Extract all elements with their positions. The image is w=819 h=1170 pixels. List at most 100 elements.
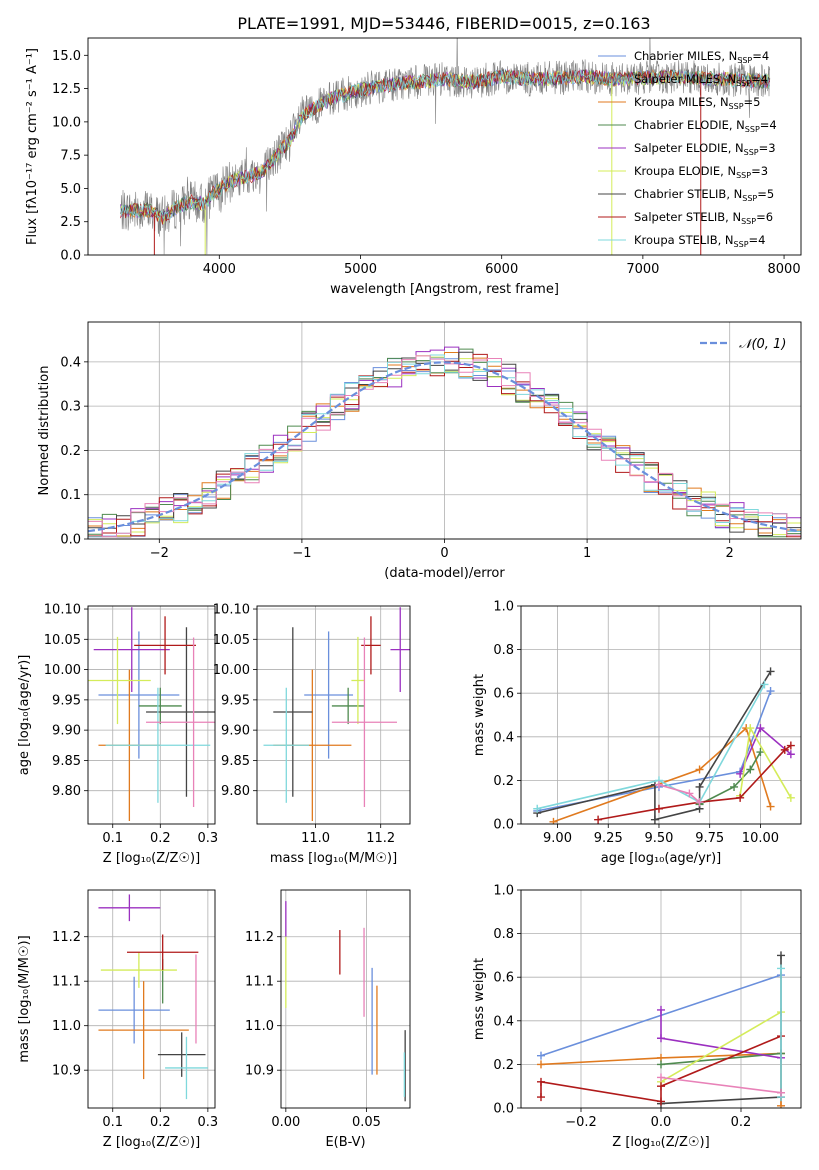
- legend-entry-rest: =4: [749, 233, 766, 247]
- plot-area: [120, 38, 771, 255]
- weight-marker: [736, 793, 745, 802]
- x-tick-label: 9.00: [543, 831, 572, 846]
- legend-subscript: SSP: [742, 194, 757, 203]
- x-axis-label: Z [log₁₀(Z/Z☉)]: [103, 1135, 200, 1150]
- weight-marker: [594, 815, 603, 824]
- y-tick-label: 7.5: [60, 149, 81, 164]
- y-tick-label: 0.1: [60, 488, 81, 503]
- y-tick-label: 9.95: [52, 693, 81, 708]
- errorbar-point: [98, 631, 180, 759]
- errorbar-point: [146, 637, 215, 808]
- x-axis-label: Z [log₁₀(Z/Z☉)]: [103, 851, 200, 866]
- x-tick-label: 0.00: [271, 1115, 300, 1130]
- legend-subscript: SSP: [744, 148, 759, 157]
- x-tick-label: 9.50: [644, 831, 673, 846]
- weight-marker: [766, 687, 775, 696]
- x-axis-label: (data-model)/error: [384, 566, 505, 581]
- y-tick-label: 9.80: [52, 784, 81, 799]
- residual-histogram-panel: −2 −1 0 1 2 0.0 0.1 0.2 0.3 0.4 (data-model)/error…: [37, 321, 802, 581]
- mass-vs-ebv-panel: 0.00 0.05 10.9 11.0 11.1 11.2 E(B-V): [245, 889, 411, 1150]
- weight-line: [537, 690, 772, 812]
- y-tick-label: 1.0: [493, 884, 514, 899]
- y-tick-label: 10.10: [213, 603, 250, 618]
- weight-marker: [537, 1077, 545, 1086]
- plot-area: [285, 901, 406, 1102]
- weight-line: [739, 725, 792, 799]
- errorbar-point: [138, 687, 182, 725]
- legend-entry: Salpeter STELIB, NSSP=6: [634, 210, 773, 226]
- y-tick-label: 10.00: [213, 663, 250, 678]
- y-tick-label: 5.0: [60, 182, 81, 197]
- weight-marker: [657, 1034, 665, 1043]
- weight-line: [660, 1011, 782, 1083]
- errorbar-point: [98, 894, 161, 922]
- y-tick-label: 1.0: [493, 600, 514, 615]
- legend-subscript: SSP: [729, 102, 744, 111]
- legend-entry-rest: =4: [760, 118, 777, 132]
- plot-area: [537, 951, 785, 1108]
- weight-marker: [746, 765, 755, 774]
- y-tick-label: 2.5: [60, 215, 81, 230]
- y-tick-label: 0.4: [493, 1014, 514, 1029]
- y-tick-label: 0.6: [493, 971, 514, 986]
- x-tick-label: 7000: [626, 262, 659, 277]
- y-tick-label: 15.0: [52, 49, 81, 64]
- y-tick-label: 0.2: [493, 1058, 514, 1073]
- y-tick-label: 0.0: [60, 249, 81, 264]
- weight-marker: [766, 667, 775, 676]
- legend-entry: Kroupa STELIB, NSSP=4: [634, 233, 765, 249]
- weight-marker: [766, 802, 775, 811]
- legend-entry: 𝒩(0, 1): [739, 337, 786, 352]
- errorbar-point: [165, 1036, 208, 1100]
- y-tick-label: 9.90: [52, 724, 81, 739]
- axes-frame: [520, 605, 802, 825]
- errorbar-point: [105, 687, 211, 803]
- legend-subscript: SSP: [741, 217, 756, 226]
- y-axis-label: mass [log₁₀(M/M☉)]: [17, 935, 32, 1062]
- weight-marker: [657, 1097, 665, 1106]
- weight-marker: [756, 724, 765, 733]
- axes-frame: [280, 889, 411, 1109]
- y-tick-label: 11.1: [245, 975, 274, 990]
- y-tick-label: 12.5: [52, 82, 81, 97]
- x-tick-label: 0.3: [198, 1115, 219, 1130]
- x-axis-label: Z [log₁₀(Z/Z☉)]: [612, 1135, 709, 1150]
- y-tick-label: 0.2: [60, 444, 81, 459]
- errorbar-point: [351, 636, 365, 725]
- y-tick-label: 11.2: [245, 930, 274, 945]
- weight-marker: [730, 782, 739, 791]
- plot-area: [88, 346, 801, 538]
- legend-subscript: SSP: [737, 56, 752, 65]
- weight-line: [537, 684, 766, 810]
- y-tick-label: 9.85: [52, 754, 81, 769]
- legend-entry-rest: =5: [744, 95, 761, 109]
- y-tick-label: 10.0: [52, 115, 81, 130]
- weight-line: [660, 955, 782, 1105]
- x-tick-label: 11.0: [301, 831, 330, 846]
- y-tick-label: 0.8: [493, 927, 514, 942]
- x-tick-label: 11.2: [366, 831, 395, 846]
- weight-marker: [786, 750, 795, 759]
- x-tick-label: 5000: [344, 262, 377, 277]
- spectrum-legend: Chabrier MILES, NSSP=4 Salpeter MILES, NS…: [598, 49, 777, 249]
- errorbar-point: [134, 616, 196, 675]
- x-tick-label: 6000: [485, 262, 518, 277]
- plot-area: [88, 607, 215, 821]
- age-vs-mass-panel: 11.0 11.2 9.80 9.85 9.90 9.95 10.00 10.05 10.10 m…: [213, 603, 411, 866]
- errorbar-point: [127, 934, 199, 971]
- plot-area: [263, 607, 410, 821]
- y-tick-label: 10.00: [44, 663, 81, 678]
- y-tick-label: 9.90: [221, 724, 250, 739]
- errorbar-point: [157, 1032, 206, 1077]
- legend-entry-rest: =6: [756, 210, 773, 224]
- y-tick-label: 11.0: [245, 1019, 274, 1034]
- weight-marker: [777, 1101, 785, 1108]
- y-tick-label: 0.3: [60, 400, 81, 415]
- weight-vs-metallicity-panel: −0.2 0.0 0.2 0.0 0.2 0.4 0.6 0.8 1.0 Z [log₁₀(Z/Z…: [472, 884, 802, 1150]
- axes-frame: [87, 37, 802, 256]
- weight-marker: [657, 1082, 665, 1091]
- y-tick-label: 0.2: [493, 774, 514, 789]
- weight-marker: [777, 1088, 785, 1097]
- legend-entry-rest: =4: [751, 72, 768, 86]
